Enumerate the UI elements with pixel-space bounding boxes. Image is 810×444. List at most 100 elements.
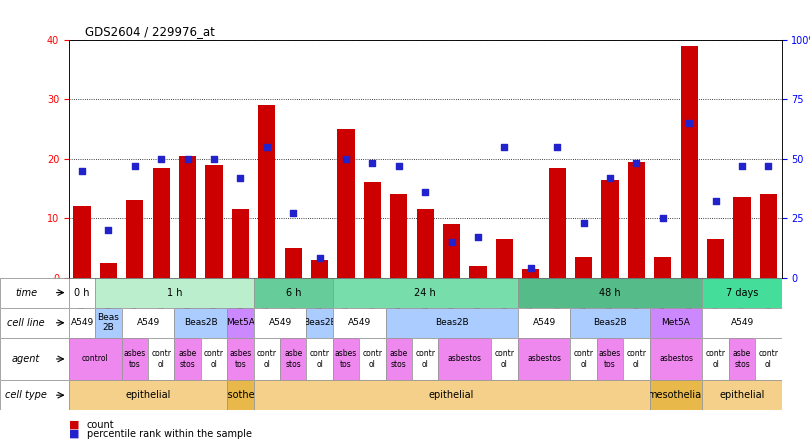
Point <box>551 143 564 151</box>
Bar <box>126 200 143 278</box>
Bar <box>390 194 407 278</box>
Point <box>710 198 723 205</box>
Point <box>392 163 405 170</box>
Text: agent: agent <box>12 354 40 364</box>
Text: A549: A549 <box>136 318 160 327</box>
Text: Beas2B: Beas2B <box>303 318 336 327</box>
Bar <box>74 206 91 278</box>
Text: contr
ol: contr ol <box>416 349 435 369</box>
Point <box>313 255 326 262</box>
Point <box>578 219 590 226</box>
Text: epithelial: epithelial <box>126 390 171 400</box>
Text: 0 h: 0 h <box>75 288 90 297</box>
Text: 48 h: 48 h <box>599 288 620 297</box>
Bar <box>548 168 566 278</box>
Text: contr
ol: contr ol <box>362 349 382 369</box>
Bar <box>470 266 487 278</box>
Point <box>128 163 141 170</box>
Text: 24 h: 24 h <box>415 288 436 297</box>
Point <box>339 155 352 163</box>
Bar <box>258 105 275 278</box>
Text: Beas2B: Beas2B <box>184 318 218 327</box>
Text: contr
ol: contr ol <box>706 349 726 369</box>
Point <box>735 163 748 170</box>
Bar <box>680 46 698 278</box>
Text: cell line: cell line <box>7 318 45 328</box>
Text: cell type: cell type <box>5 390 47 400</box>
Text: A549: A549 <box>532 318 556 327</box>
Text: contr
ol: contr ol <box>494 349 514 369</box>
Bar <box>496 239 513 278</box>
Text: asbestos: asbestos <box>448 354 482 364</box>
Bar <box>206 165 223 278</box>
Point <box>287 210 300 217</box>
Text: contr
ol: contr ol <box>626 349 646 369</box>
Text: ■: ■ <box>69 420 79 430</box>
Bar <box>338 129 355 278</box>
Bar <box>179 156 196 278</box>
Point <box>498 143 511 151</box>
Text: Beas2B: Beas2B <box>593 318 627 327</box>
Point <box>762 163 775 170</box>
Bar <box>416 209 434 278</box>
Text: Met5A: Met5A <box>662 318 690 327</box>
Point <box>603 174 616 181</box>
Text: ■: ■ <box>69 429 79 439</box>
Point <box>155 155 168 163</box>
Text: mesothelial: mesothelial <box>648 390 705 400</box>
Text: asbes
tos: asbes tos <box>335 349 357 369</box>
Bar <box>760 194 777 278</box>
Point <box>75 167 88 174</box>
Bar <box>734 197 751 278</box>
Text: Beas2B: Beas2B <box>435 318 468 327</box>
Text: asbe
stos: asbe stos <box>733 349 751 369</box>
Point <box>471 234 484 241</box>
Bar <box>152 168 170 278</box>
Bar <box>707 239 724 278</box>
Text: asbes
tos: asbes tos <box>599 349 621 369</box>
Point <box>260 143 273 151</box>
Text: Met5A: Met5A <box>226 318 255 327</box>
Point <box>102 226 115 234</box>
Bar <box>232 209 249 278</box>
Text: asbestos: asbestos <box>527 354 561 364</box>
Text: asbe
stos: asbe stos <box>390 349 408 369</box>
Text: asbes
tos: asbes tos <box>124 349 146 369</box>
Point <box>207 155 220 163</box>
Text: contr
ol: contr ol <box>573 349 594 369</box>
Text: count: count <box>87 420 114 430</box>
Text: time: time <box>15 288 37 297</box>
Text: 1 h: 1 h <box>167 288 182 297</box>
Text: contr
ol: contr ol <box>309 349 330 369</box>
Text: A549: A549 <box>70 318 94 327</box>
Text: 7 days: 7 days <box>726 288 758 297</box>
Point <box>683 119 696 127</box>
Text: asbestos: asbestos <box>659 354 693 364</box>
Text: contr
ol: contr ol <box>758 349 778 369</box>
Text: asbe
stos: asbe stos <box>284 349 302 369</box>
Text: A549: A549 <box>268 318 292 327</box>
Point <box>446 238 458 246</box>
Bar <box>364 182 381 278</box>
Text: epithelial: epithelial <box>429 390 475 400</box>
Text: A549: A549 <box>731 318 753 327</box>
Text: asbe
stos: asbe stos <box>178 349 197 369</box>
Text: A549: A549 <box>347 318 371 327</box>
Bar <box>628 162 645 278</box>
Point <box>524 265 537 272</box>
Point <box>181 155 194 163</box>
Bar <box>654 257 671 278</box>
Bar <box>602 179 619 278</box>
Text: Beas
2B: Beas 2B <box>97 313 119 333</box>
Text: GDS2604 / 229976_at: GDS2604 / 229976_at <box>85 25 215 39</box>
Text: asbes
tos: asbes tos <box>229 349 252 369</box>
Point <box>419 188 432 195</box>
Text: contr
ol: contr ol <box>151 349 171 369</box>
Point <box>630 160 643 167</box>
Text: percentile rank within the sample: percentile rank within the sample <box>87 429 252 439</box>
Bar <box>522 269 539 278</box>
Text: contr
ol: contr ol <box>204 349 224 369</box>
Text: control: control <box>82 354 109 364</box>
Bar <box>311 260 328 278</box>
Point <box>234 174 247 181</box>
